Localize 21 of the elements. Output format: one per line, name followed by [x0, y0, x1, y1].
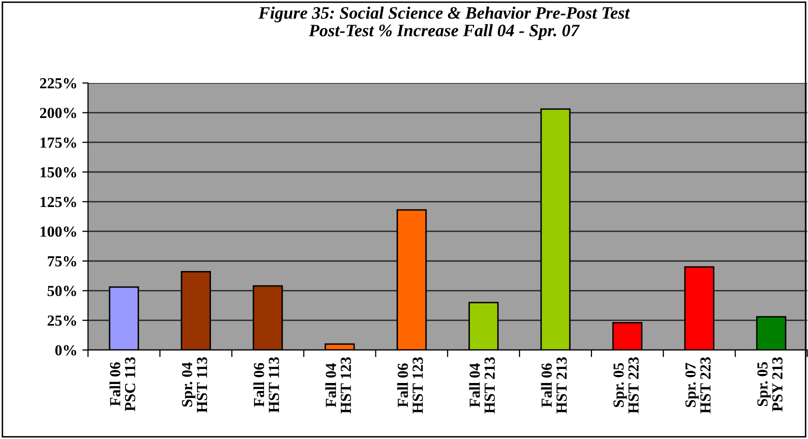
x-tick-label: Spr. 05 HST 223	[613, 357, 639, 414]
y-tick-label: 100%	[40, 226, 76, 237]
chart-title: Figure 35: Social Science & Behavior Pre-Post Test Post-Test % Increase Fall 04 - Spr. 07	[258, 6, 630, 40]
y-tick-label: 0%	[55, 345, 76, 356]
x-tick-label: Fall 06 HST 213	[541, 357, 567, 414]
x-tick-label: Fall 06 PSC 113	[110, 357, 136, 412]
y-tick-label: 25%	[48, 315, 76, 326]
x-tick-label: Fall 06 HST 113	[253, 357, 280, 413]
x-tick-label: Fall 06 HST 123	[397, 357, 423, 414]
y-tick-label: 150%	[40, 167, 76, 178]
y-tick-label: 200%	[40, 108, 76, 118]
x-tick-label: Spr. 07 HST 223	[685, 357, 711, 414]
y-tick-label: 225%	[40, 78, 76, 88]
x-tick-label: Fall 04 HST 213	[469, 357, 495, 414]
x-tick-label: Spr. 04 HST 113	[182, 357, 208, 413]
x-tick-label: Spr. 05 PSY 213	[757, 357, 783, 412]
y-tick-label: 175%	[40, 137, 76, 148]
x-tick-label: Fall 04 HST 123	[325, 357, 351, 414]
y-tick-label: 75%	[48, 256, 76, 266]
y-tick-label: 125%	[40, 196, 76, 208]
y-tick-label: 50%	[48, 286, 76, 296]
